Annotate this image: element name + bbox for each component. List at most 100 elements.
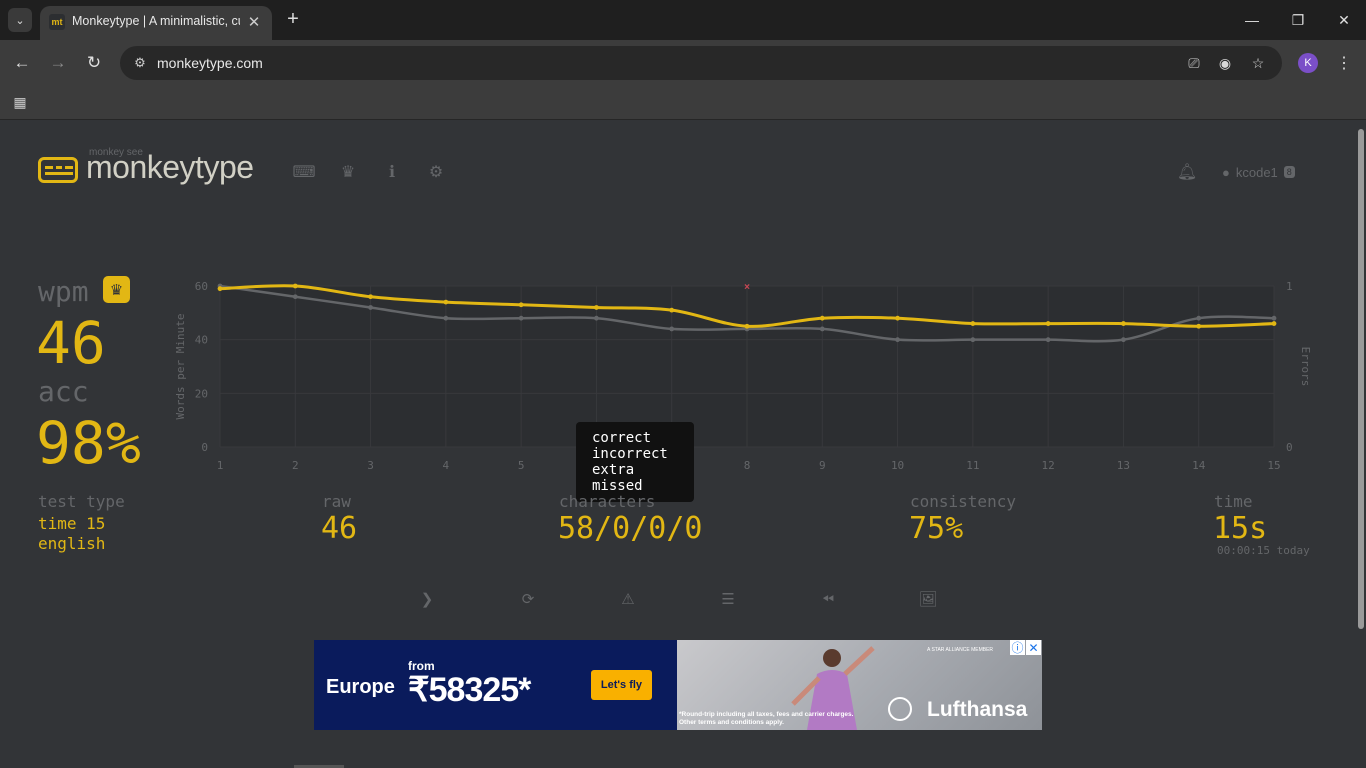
install-app-icon[interactable]: ⎚ [1188, 54, 1200, 71]
bookmark-star-icon[interactable]: ☆ [1251, 54, 1265, 71]
tooltip-line: extra [592, 462, 635, 478]
address-bar[interactable]: ⚙ monkeytype.com ⎚ ◉ ☆ [120, 46, 1282, 80]
tracking-eye-icon[interactable]: ◉ [1218, 54, 1232, 71]
x-tick-label: 12 [1042, 459, 1055, 471]
reload-icon[interactable]: ↻ [86, 53, 102, 72]
notification-bell-icon[interactable]: 🔔︎ [1176, 164, 1198, 181]
acc-value: 98% [36, 409, 141, 477]
ad-info-icon[interactable]: ⓘ [1010, 640, 1025, 655]
logo-text: monkeytype [86, 149, 254, 185]
browser-tab[interactable]: mt Monkeytype | A minimalistic, cu ✕ [40, 6, 272, 40]
x-tick-label: 5 [518, 459, 525, 471]
tab-close-icon[interactable]: ✕ [247, 14, 261, 31]
account-button[interactable]: ● kcode1 8 [1222, 161, 1295, 183]
x-tick-label: 15 [1267, 459, 1280, 471]
data-point-wpm [669, 307, 675, 313]
y-axis-label: Words per Minute [174, 314, 187, 420]
leaderboard-crown-icon[interactable]: ♛ [340, 164, 356, 181]
x-tick-label: 4 [443, 459, 450, 471]
data-point-raw [970, 337, 976, 343]
y2-tick-label: 0 [1286, 441, 1293, 454]
data-point-wpm [594, 305, 599, 310]
x-tick-label: 1 [217, 459, 224, 471]
user-level-badge: 8 [1283, 166, 1295, 178]
ad-close-icon[interactable]: ✕ [1026, 640, 1041, 655]
bottom-indicator [294, 765, 344, 768]
keyboard-icon[interactable]: ⌨ [292, 164, 316, 181]
data-point-raw [1045, 337, 1051, 343]
ad-dancer-image [791, 646, 875, 730]
x-tick-label: 11 [966, 459, 979, 471]
tab-title: Monkeytype | A minimalistic, cu [72, 14, 240, 28]
raw-label: raw [322, 492, 351, 511]
lufthansa-crane-icon [888, 697, 912, 721]
data-point-raw [443, 315, 449, 321]
ad-offer-panel: Europe from ₹58325* Let's fly [314, 640, 677, 730]
practice-mistakes-warning-icon[interactable]: ⚠ [621, 591, 635, 608]
new-tab-icon[interactable]: + [287, 8, 299, 30]
apps-grid-icon[interactable]: ▦ [13, 93, 27, 110]
minimize-icon[interactable]: — [1245, 12, 1259, 28]
wpm-chart[interactable]: 123456789101112131415020406001Words per … [172, 271, 1312, 471]
y-tick-label: 0 [201, 441, 208, 454]
forward-icon[interactable]: → [49, 53, 67, 72]
restart-test-icon[interactable]: ⟳ [521, 591, 535, 608]
ad-image-panel: A STAR ALLIANCE MEMBER Lufthansa *Round-… [677, 640, 1042, 730]
bookmarks-bar: ▦ [0, 86, 1366, 120]
next-test-chevron-icon[interactable]: ❯ [420, 591, 434, 608]
y-tick-label: 60 [195, 280, 208, 293]
data-point-wpm [443, 299, 449, 305]
x-tick-label: 3 [367, 459, 374, 471]
save-screenshot-image-icon[interactable]: 🖼︎ [918, 591, 938, 608]
site-info-icon[interactable]: ⚙ [134, 55, 146, 70]
data-point-raw [1271, 315, 1277, 321]
data-point-wpm [1196, 323, 1202, 329]
data-point-raw [368, 305, 373, 310]
ad-fine-print-line: *Round-trip including all taxes, fees an… [679, 711, 854, 718]
y2-tick-label: 1 [1286, 280, 1293, 293]
characters-value: 58/0/0/0 [558, 511, 703, 546]
ad-fine-print: *Round-trip including all taxes, fees an… [679, 711, 899, 727]
lufthansa-ad-banner[interactable]: Europe from ₹58325* Let's fly A STAR ALL… [314, 640, 1042, 730]
data-point-wpm [292, 283, 298, 289]
data-point-raw [819, 326, 825, 332]
restore-icon[interactable]: ❐ [1291, 11, 1305, 28]
data-point-wpm [970, 321, 976, 326]
watch-replay-rewind-icon[interactable]: ⏪︎ [821, 590, 834, 608]
favicon-icon: mt [49, 14, 65, 30]
raw-value: 46 [321, 511, 358, 546]
x-tick-label: 14 [1192, 459, 1206, 471]
data-point-wpm [217, 286, 223, 292]
time-detail: 00:00:15 today [1217, 544, 1310, 557]
characters-label: characters [559, 492, 656, 511]
tab-search-icon[interactable]: ⌄ [8, 8, 32, 32]
logo-subtitle: monkey see [89, 147, 143, 158]
ad-price: ₹58325* [408, 671, 531, 709]
ad-cta-button[interactable]: Let's fly [591, 670, 652, 700]
data-point-raw [292, 294, 298, 300]
test-type-mode: time 15 [38, 514, 106, 533]
data-point-raw [1196, 315, 1202, 321]
data-point-wpm [1271, 321, 1277, 326]
user-icon: ● [1222, 164, 1230, 180]
window-close-icon[interactable]: ✕ [1338, 11, 1350, 28]
data-point-raw [669, 326, 675, 332]
data-point-raw [1121, 337, 1126, 343]
wpm-value: 46 [36, 309, 106, 377]
url-text: monkeytype.com [157, 55, 263, 71]
browser-menu-icon[interactable]: ⋮ [1336, 55, 1352, 72]
personal-best-crown-icon: ♛ [103, 276, 130, 303]
characters-tooltip: correct incorrect extra missed [576, 422, 694, 502]
back-icon[interactable]: ← [13, 53, 31, 72]
settings-gear-icon[interactable]: ⚙ [428, 164, 444, 181]
about-info-icon[interactable]: ℹ [388, 164, 396, 181]
data-point-wpm [1045, 321, 1051, 326]
y2-axis-label: Errors [1299, 347, 1312, 387]
page-scrollbar[interactable] [1358, 129, 1364, 629]
ad-from: from [408, 659, 435, 673]
profile-avatar[interactable]: K [1298, 53, 1318, 73]
time-value: 15s [1213, 511, 1268, 546]
show-words-history-icon[interactable]: ☰ [721, 591, 735, 608]
ad-brand: Lufthansa [927, 698, 1028, 721]
browser-toolbar: ← → ↻ ⚙ monkeytype.com ⎚ ◉ ☆ K ⋮ [0, 40, 1366, 86]
